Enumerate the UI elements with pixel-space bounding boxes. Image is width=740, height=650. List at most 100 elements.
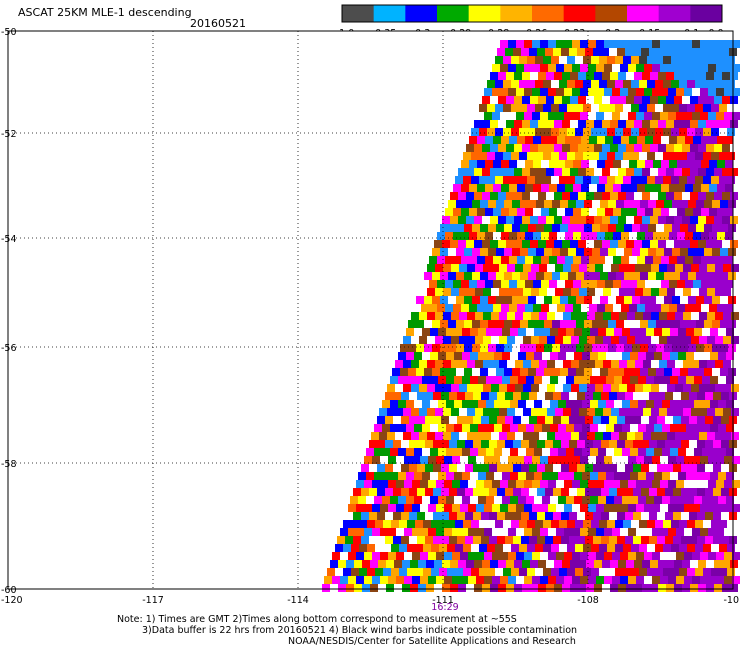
swath-cell <box>599 520 607 528</box>
swath-cell <box>652 576 660 584</box>
swath-cell <box>624 344 632 352</box>
swath-cell <box>680 248 688 256</box>
swath-cell <box>713 48 721 56</box>
swath-cell <box>467 408 475 416</box>
swath-cell <box>420 504 428 512</box>
swath-cell <box>455 544 463 552</box>
swath-cell <box>540 528 548 536</box>
swath-cell <box>515 432 523 440</box>
swath-cell <box>500 552 508 560</box>
swath-cell <box>592 296 600 304</box>
swath-cell <box>490 72 498 80</box>
swath-cell <box>571 288 579 296</box>
swath-cell <box>533 136 541 144</box>
swath-cell <box>382 400 390 408</box>
swath-cell <box>479 544 487 552</box>
swath-cell <box>725 232 733 240</box>
swath-cell <box>449 440 457 448</box>
swath-cell <box>521 488 529 496</box>
swath-cell <box>529 48 537 56</box>
swath-cell <box>537 416 545 424</box>
swath-cell <box>478 472 486 480</box>
lat-label: -54 <box>1 234 17 245</box>
swath-cell <box>391 520 399 528</box>
swath-cell <box>722 584 730 592</box>
swath-cell <box>418 584 426 592</box>
swath-cell <box>686 448 694 456</box>
swath-cell <box>506 240 514 248</box>
swath-cell <box>523 264 531 272</box>
swath-cell <box>408 344 416 352</box>
swath-cell <box>693 256 701 264</box>
swath-cell <box>577 440 585 448</box>
swath-cell <box>544 224 552 232</box>
swath-cell <box>464 272 472 280</box>
swath-cell <box>589 304 597 312</box>
swath-cell <box>656 320 664 328</box>
swath-cell <box>712 320 720 328</box>
colorbar-segment <box>342 5 375 22</box>
swath-cell <box>565 160 573 168</box>
swath-cell <box>562 72 570 80</box>
swath-cell <box>668 552 676 560</box>
swath-cell <box>385 464 393 472</box>
swath-cell <box>708 456 716 464</box>
swath-cell <box>631 80 639 88</box>
swath-cell <box>490 584 498 592</box>
swath-cell <box>717 208 725 216</box>
swath-cell <box>613 280 621 288</box>
swath-cell <box>483 360 491 368</box>
swath-cell <box>545 464 553 472</box>
swath-cell <box>652 88 660 96</box>
swath-cell <box>673 512 681 520</box>
swath-cell <box>609 48 617 56</box>
note-line-3: NOAA/NESDIS/Center for Satellite Applica… <box>288 636 576 647</box>
swath-cell <box>682 168 690 176</box>
swath-cell <box>543 568 551 576</box>
swath-cell <box>531 408 539 416</box>
swath-cell <box>514 192 522 200</box>
swath-cell <box>706 96 714 104</box>
swath-cell <box>377 416 385 424</box>
swath-cell <box>561 512 569 520</box>
swath-cell <box>731 384 739 392</box>
swath-cell <box>638 400 646 408</box>
swath-cell <box>678 496 686 504</box>
swath-cell <box>704 200 712 208</box>
swath-cell <box>436 576 444 584</box>
swath-cell <box>456 272 464 280</box>
swath-cell <box>721 440 729 448</box>
swath-cell <box>476 576 484 584</box>
swath-cell <box>549 208 557 216</box>
swath-cell <box>592 368 600 376</box>
swath-cell <box>692 480 700 488</box>
swath-cell <box>510 400 518 408</box>
swath-cell <box>589 160 597 168</box>
swath-cell <box>649 392 657 400</box>
swath-cell <box>613 232 621 240</box>
swath-cell <box>506 584 514 592</box>
swath-cell <box>370 560 378 568</box>
swath-cell <box>518 352 526 360</box>
swath-cell <box>388 456 396 464</box>
swath-cell <box>613 256 621 264</box>
swath-cell <box>568 272 576 280</box>
swath-cell <box>596 112 604 120</box>
swath-cell <box>659 288 667 296</box>
swath-cell <box>409 416 417 424</box>
swath-cell <box>715 432 723 440</box>
swath-cell <box>641 512 649 520</box>
swath-cell <box>522 216 530 224</box>
swath-cell <box>641 392 649 400</box>
swath-cell <box>461 256 469 264</box>
swath-cell <box>433 416 441 424</box>
swath-cell <box>713 416 721 424</box>
swath-cell <box>690 72 698 80</box>
swath-cell <box>578 120 586 128</box>
swath-cell <box>403 360 411 368</box>
swath-cell <box>620 112 628 120</box>
swath-cell <box>689 392 697 400</box>
swath-cell <box>700 112 708 120</box>
swath-cell <box>559 544 567 552</box>
swath-cell <box>407 544 415 552</box>
